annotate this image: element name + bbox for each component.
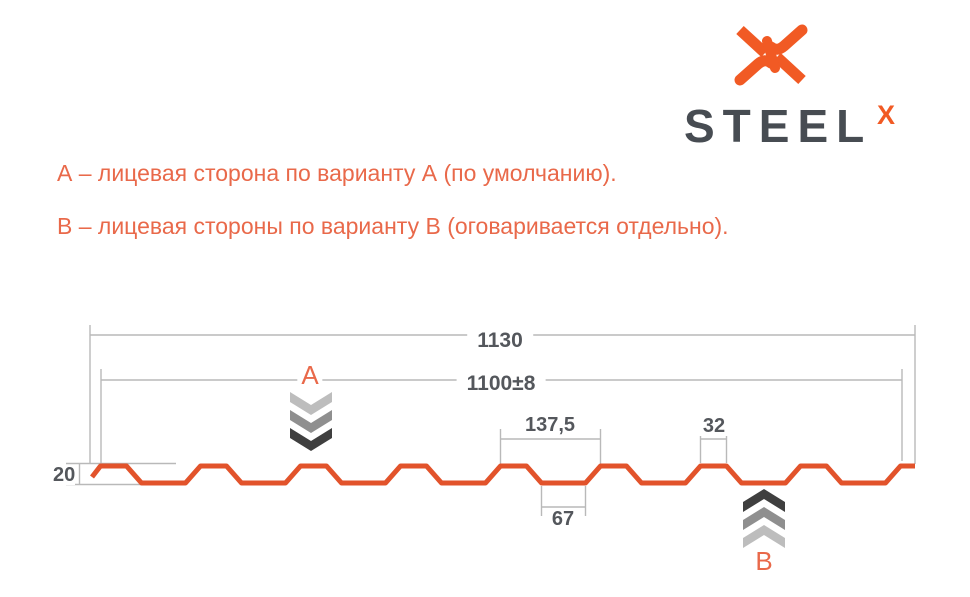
chevron-down-dark-icon xyxy=(290,428,332,451)
steelx-x-icon xyxy=(734,24,808,86)
dim-rib-bottom xyxy=(540,486,587,516)
chevron-up-mid-icon xyxy=(743,507,785,530)
dim-cover-width-label: 1100±8 xyxy=(456,373,546,394)
dim-rib-bottom-label: 67 xyxy=(547,509,579,529)
note-variant-b: В – лицевая стороны по варианту В (огова… xyxy=(57,213,729,239)
dim-overall-width-label: 1130 xyxy=(467,330,533,351)
profile-sheet-outline xyxy=(90,463,915,486)
x-center-link xyxy=(762,36,780,73)
logo-brand-superscript: X xyxy=(877,100,896,130)
dim-height-label: 20 xyxy=(53,464,76,486)
x-arm-bottom-right xyxy=(773,52,806,85)
dim-pitch xyxy=(499,429,602,464)
side-b-chevrons xyxy=(743,489,785,548)
side-a-chevrons xyxy=(290,392,332,451)
chevron-down-mid-icon xyxy=(290,410,332,433)
dim-rib-top-label: 32 xyxy=(698,416,730,436)
side-a-letter: A xyxy=(297,362,323,388)
x-arm-top-left xyxy=(736,25,769,58)
dim-pitch-label: 137,5 xyxy=(520,415,580,435)
chevron-down-light-icon xyxy=(290,392,332,415)
chevron-up-light-icon xyxy=(743,525,785,548)
note-variant-a: А – лицевая сторона по варианту А (по ум… xyxy=(57,160,617,186)
logo-brand-text: STEEL xyxy=(684,100,873,152)
side-b-letter: B xyxy=(751,548,777,574)
chevron-up-dark-icon xyxy=(743,489,785,512)
